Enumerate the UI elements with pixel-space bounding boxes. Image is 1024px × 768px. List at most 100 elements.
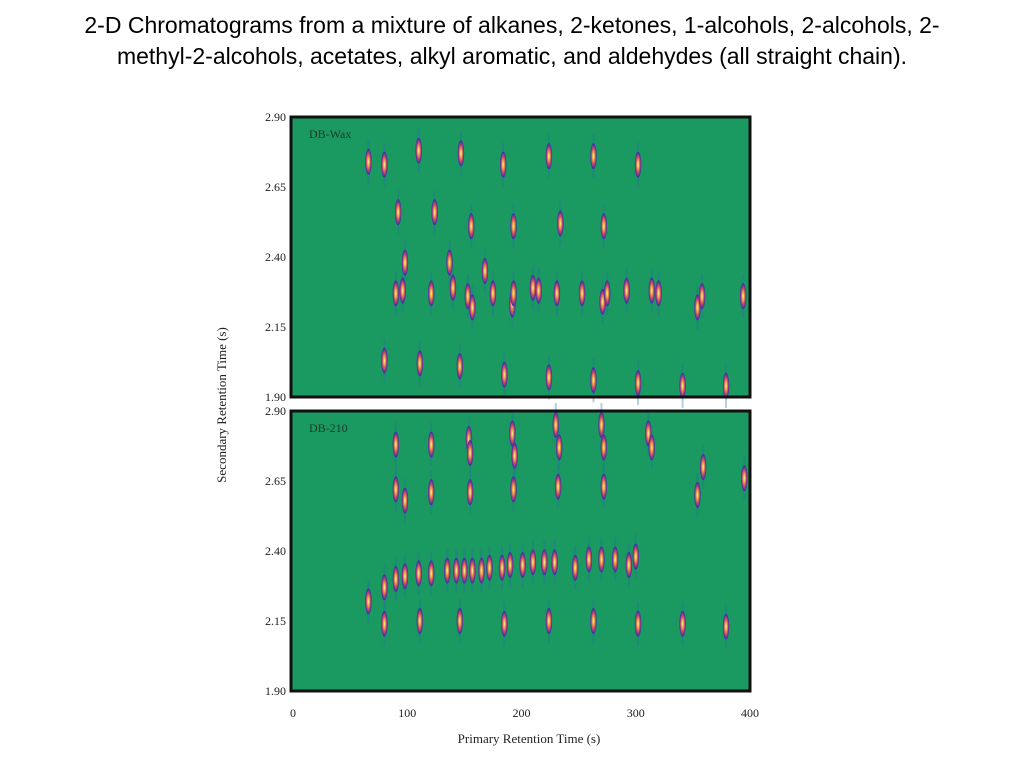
peak-spot xyxy=(381,610,388,637)
x-axis-title: Primary Retention Time (s) xyxy=(458,731,601,746)
peak-spot xyxy=(456,608,464,634)
peak-spot xyxy=(416,350,424,377)
peak-spot xyxy=(545,608,553,634)
peak-spot xyxy=(365,148,372,175)
peak-spot xyxy=(600,473,607,500)
peak-spot xyxy=(529,549,537,576)
peak-spot xyxy=(401,563,409,590)
peak-spot xyxy=(457,140,465,167)
peak-spot xyxy=(571,554,579,581)
peak-spot xyxy=(600,213,607,240)
peak-spot xyxy=(394,199,402,226)
y-tick-label: 2.65 xyxy=(265,474,286,488)
peak-spot xyxy=(381,574,388,601)
peak-spot xyxy=(554,473,562,500)
peak-spot xyxy=(519,552,526,578)
chart-panel: DB-Wax 2.90 2.65 2.40 2.15 1.90 xyxy=(265,110,752,408)
peak-spot xyxy=(392,476,400,503)
peak-spot xyxy=(501,361,508,388)
peak-spot xyxy=(535,277,542,304)
peak-spot xyxy=(365,588,372,615)
peak-spot xyxy=(449,274,457,301)
peak-spot xyxy=(416,608,424,634)
peak-spot xyxy=(741,465,748,492)
peak-spot xyxy=(698,283,706,310)
peak-spot xyxy=(511,442,518,469)
x-tick-label: 200 xyxy=(513,706,531,720)
peak-spot xyxy=(481,258,489,284)
peak-spot xyxy=(545,364,553,391)
peak-spot xyxy=(428,431,435,458)
peak-spot xyxy=(603,280,611,307)
peak-spot xyxy=(506,552,514,578)
y-tick-label: 2.90 xyxy=(265,110,286,124)
x-tick-label: 0 xyxy=(290,706,296,720)
peak-spot xyxy=(466,440,474,466)
peak-spot xyxy=(392,280,400,307)
peak-spot xyxy=(553,280,561,307)
peak-spot xyxy=(428,560,435,587)
peak-spot xyxy=(634,370,642,396)
y-tick-label: 2.40 xyxy=(265,544,286,558)
plot-frame xyxy=(289,115,752,399)
peak-spot xyxy=(598,412,605,438)
peak-spot xyxy=(456,353,464,380)
peak-spot xyxy=(469,557,476,584)
peak-spot xyxy=(392,431,400,458)
peak-spot xyxy=(578,280,586,307)
peak-spot xyxy=(501,610,508,637)
plot-background xyxy=(291,411,750,691)
peak-spot xyxy=(529,274,537,301)
peak-spot xyxy=(469,294,476,321)
peak-spot xyxy=(381,347,388,374)
peak-spot xyxy=(541,549,548,576)
peak-spot xyxy=(694,482,701,508)
peak-spot xyxy=(634,610,642,637)
peak-spot xyxy=(489,280,497,307)
peak-spot xyxy=(461,557,468,584)
peak-spot xyxy=(600,434,607,461)
peak-spot xyxy=(590,143,597,170)
peak-spot xyxy=(625,552,633,578)
y-axis-title: Secondary Retention Time (s) xyxy=(214,327,229,483)
panel-label: DB-210 xyxy=(309,421,348,435)
peak-spot xyxy=(551,549,558,576)
peak-spot xyxy=(632,543,639,570)
chart-panel: DB-210 2.90 2.65 2.40 2.15 1.90 0 100 200 300 400 xyxy=(265,403,759,720)
peak-spot xyxy=(415,560,422,587)
y-tick-label: 1.90 xyxy=(265,684,286,698)
peak-spot xyxy=(399,277,406,304)
slide-title: 2-D Chromatograms from a mixture of alka… xyxy=(84,12,940,69)
peak-spot xyxy=(468,213,475,240)
peak-spot xyxy=(648,277,655,304)
peak-spot xyxy=(444,557,451,584)
y-tick-label: 2.15 xyxy=(265,614,286,628)
peak-spot xyxy=(585,546,593,573)
peak-spot xyxy=(739,283,747,310)
y-tick-label: 2.15 xyxy=(265,320,286,334)
peak-spot xyxy=(466,479,474,506)
peak-spot xyxy=(679,372,686,399)
peak-spot xyxy=(722,372,730,399)
peak-spot xyxy=(590,608,597,634)
peak-spot xyxy=(598,546,605,573)
peak-spot xyxy=(552,412,559,438)
peak-spot xyxy=(556,434,563,461)
peak-spot xyxy=(623,277,630,304)
peak-spot xyxy=(415,137,422,164)
x-tick-label: 300 xyxy=(627,706,645,720)
y-tick-label: 2.40 xyxy=(265,250,286,264)
y-tick-label: 1.90 xyxy=(265,390,286,404)
peak-spot xyxy=(453,557,460,584)
peak-spot xyxy=(392,566,400,592)
peak-spot xyxy=(509,420,516,447)
panel-label: DB-Wax xyxy=(309,127,351,141)
peak-spot xyxy=(428,479,435,506)
peak-spot xyxy=(486,554,493,581)
peak-spot xyxy=(655,280,662,307)
plot-frame xyxy=(289,409,752,693)
peak-spot xyxy=(634,151,642,178)
peak-spot xyxy=(648,434,655,461)
peak-spot xyxy=(510,476,517,503)
